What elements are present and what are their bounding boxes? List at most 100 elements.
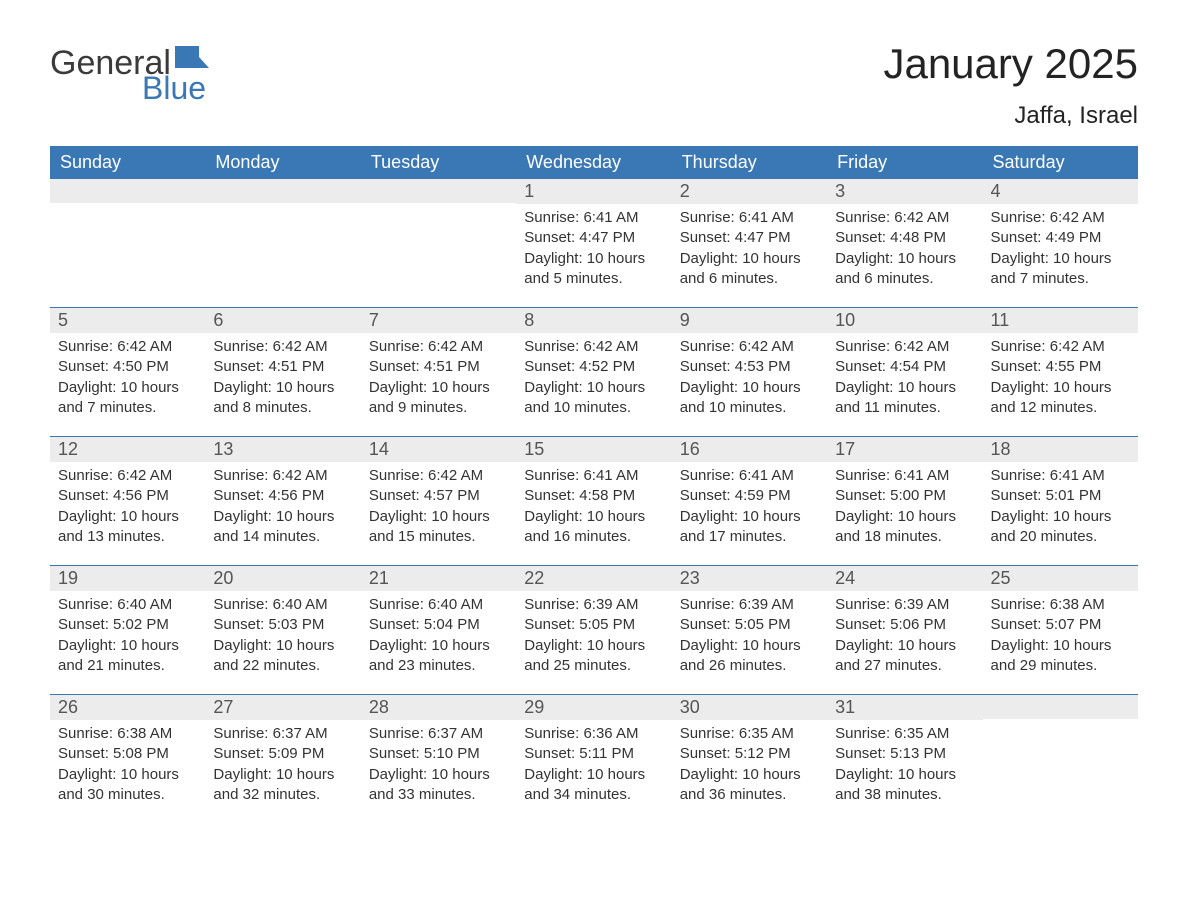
- calendar-week: 5Sunrise: 6:42 AMSunset: 4:50 PMDaylight…: [50, 307, 1138, 436]
- day-number: 23: [672, 566, 827, 591]
- calendar-cell: 11Sunrise: 6:42 AMSunset: 4:55 PMDayligh…: [983, 308, 1138, 436]
- daylight-text: Daylight: 10 hours and 7 minutes.: [991, 249, 1130, 290]
- day-number: [361, 179, 516, 203]
- sunset-text: Sunset: 4:50 PM: [58, 357, 197, 377]
- daylight-text: Daylight: 10 hours and 13 minutes.: [58, 507, 197, 548]
- daylight-text: Daylight: 10 hours and 26 minutes.: [680, 636, 819, 677]
- sunrise-text: Sunrise: 6:37 AM: [213, 724, 352, 744]
- daylight-text: Daylight: 10 hours and 12 minutes.: [991, 378, 1130, 419]
- daylight-text: Daylight: 10 hours and 8 minutes.: [213, 378, 352, 419]
- day-data: Sunrise: 6:41 AMSunset: 4:47 PMDaylight:…: [516, 204, 671, 301]
- day-number: 31: [827, 695, 982, 720]
- daylight-text: Daylight: 10 hours and 21 minutes.: [58, 636, 197, 677]
- sunrise-text: Sunrise: 6:35 AM: [680, 724, 819, 744]
- sunset-text: Sunset: 4:49 PM: [991, 228, 1130, 248]
- calendar-cell: 29Sunrise: 6:36 AMSunset: 5:11 PMDayligh…: [516, 695, 671, 823]
- sunrise-text: Sunrise: 6:40 AM: [58, 595, 197, 615]
- month-title: January 2025: [883, 40, 1138, 88]
- calendar-cell: [50, 179, 205, 307]
- daylight-text: Daylight: 10 hours and 15 minutes.: [369, 507, 508, 548]
- day-data: Sunrise: 6:37 AMSunset: 5:09 PMDaylight:…: [205, 720, 360, 817]
- daylight-text: Daylight: 10 hours and 29 minutes.: [991, 636, 1130, 677]
- sunset-text: Sunset: 5:07 PM: [991, 615, 1130, 635]
- calendar-week: 19Sunrise: 6:40 AMSunset: 5:02 PMDayligh…: [50, 565, 1138, 694]
- calendar-cell: 4Sunrise: 6:42 AMSunset: 4:49 PMDaylight…: [983, 179, 1138, 307]
- day-number: 11: [983, 308, 1138, 333]
- day-data: Sunrise: 6:35 AMSunset: 5:13 PMDaylight:…: [827, 720, 982, 817]
- daylight-text: Daylight: 10 hours and 7 minutes.: [58, 378, 197, 419]
- weekday-header: Tuesday: [361, 146, 516, 179]
- calendar-cell: 18Sunrise: 6:41 AMSunset: 5:01 PMDayligh…: [983, 437, 1138, 565]
- day-number: 20: [205, 566, 360, 591]
- calendar-cell: 23Sunrise: 6:39 AMSunset: 5:05 PMDayligh…: [672, 566, 827, 694]
- day-number: 25: [983, 566, 1138, 591]
- daylight-text: Daylight: 10 hours and 16 minutes.: [524, 507, 663, 548]
- location-subtitle: Jaffa, Israel: [883, 102, 1138, 130]
- weekday-header: Wednesday: [516, 146, 671, 179]
- day-number: 22: [516, 566, 671, 591]
- daylight-text: Daylight: 10 hours and 38 minutes.: [835, 765, 974, 806]
- calendar-cell: 10Sunrise: 6:42 AMSunset: 4:54 PMDayligh…: [827, 308, 982, 436]
- sunset-text: Sunset: 4:58 PM: [524, 486, 663, 506]
- daylight-text: Daylight: 10 hours and 27 minutes.: [835, 636, 974, 677]
- sunset-text: Sunset: 4:51 PM: [213, 357, 352, 377]
- sunset-text: Sunset: 5:13 PM: [835, 744, 974, 764]
- daylight-text: Daylight: 10 hours and 6 minutes.: [835, 249, 974, 290]
- sunset-text: Sunset: 4:57 PM: [369, 486, 508, 506]
- calendar-cell: 24Sunrise: 6:39 AMSunset: 5:06 PMDayligh…: [827, 566, 982, 694]
- day-number: 21: [361, 566, 516, 591]
- sunrise-text: Sunrise: 6:38 AM: [58, 724, 197, 744]
- sunrise-text: Sunrise: 6:42 AM: [835, 208, 974, 228]
- sunrise-text: Sunrise: 6:42 AM: [524, 337, 663, 357]
- day-number: 3: [827, 179, 982, 204]
- day-number: 8: [516, 308, 671, 333]
- logo-text-blue: Blue: [142, 72, 206, 104]
- sunset-text: Sunset: 4:53 PM: [680, 357, 819, 377]
- calendar-cell: 7Sunrise: 6:42 AMSunset: 4:51 PMDaylight…: [361, 308, 516, 436]
- calendar-week: 12Sunrise: 6:42 AMSunset: 4:56 PMDayligh…: [50, 436, 1138, 565]
- daylight-text: Daylight: 10 hours and 33 minutes.: [369, 765, 508, 806]
- calendar-cell: 17Sunrise: 6:41 AMSunset: 5:00 PMDayligh…: [827, 437, 982, 565]
- sunrise-text: Sunrise: 6:39 AM: [680, 595, 819, 615]
- sunset-text: Sunset: 5:09 PM: [213, 744, 352, 764]
- day-number: 24: [827, 566, 982, 591]
- day-data: Sunrise: 6:42 AMSunset: 4:56 PMDaylight:…: [205, 462, 360, 559]
- daylight-text: Daylight: 10 hours and 36 minutes.: [680, 765, 819, 806]
- sunset-text: Sunset: 5:00 PM: [835, 486, 974, 506]
- logo: General Blue: [50, 40, 209, 104]
- day-data: Sunrise: 6:39 AMSunset: 5:05 PMDaylight:…: [516, 591, 671, 688]
- day-number: 17: [827, 437, 982, 462]
- sunset-text: Sunset: 4:56 PM: [58, 486, 197, 506]
- flag-icon: [175, 40, 209, 74]
- daylight-text: Daylight: 10 hours and 11 minutes.: [835, 378, 974, 419]
- daylight-text: Daylight: 10 hours and 14 minutes.: [213, 507, 352, 548]
- day-data: Sunrise: 6:38 AMSunset: 5:07 PMDaylight:…: [983, 591, 1138, 688]
- calendar-cell: 27Sunrise: 6:37 AMSunset: 5:09 PMDayligh…: [205, 695, 360, 823]
- daylight-text: Daylight: 10 hours and 34 minutes.: [524, 765, 663, 806]
- weekday-header: Friday: [827, 146, 982, 179]
- day-data: Sunrise: 6:40 AMSunset: 5:04 PMDaylight:…: [361, 591, 516, 688]
- day-data: Sunrise: 6:42 AMSunset: 4:55 PMDaylight:…: [983, 333, 1138, 430]
- sunrise-text: Sunrise: 6:42 AM: [991, 208, 1130, 228]
- day-number: 14: [361, 437, 516, 462]
- day-number: 12: [50, 437, 205, 462]
- sunrise-text: Sunrise: 6:42 AM: [58, 337, 197, 357]
- calendar-cell: 21Sunrise: 6:40 AMSunset: 5:04 PMDayligh…: [361, 566, 516, 694]
- day-data: Sunrise: 6:42 AMSunset: 4:54 PMDaylight:…: [827, 333, 982, 430]
- daylight-text: Daylight: 10 hours and 10 minutes.: [524, 378, 663, 419]
- day-data: Sunrise: 6:42 AMSunset: 4:52 PMDaylight:…: [516, 333, 671, 430]
- daylight-text: Daylight: 10 hours and 22 minutes.: [213, 636, 352, 677]
- sunrise-text: Sunrise: 6:42 AM: [213, 337, 352, 357]
- sunset-text: Sunset: 4:54 PM: [835, 357, 974, 377]
- day-number: 26: [50, 695, 205, 720]
- sunrise-text: Sunrise: 6:42 AM: [369, 337, 508, 357]
- day-number: 9: [672, 308, 827, 333]
- daylight-text: Daylight: 10 hours and 5 minutes.: [524, 249, 663, 290]
- calendar-cell: 2Sunrise: 6:41 AMSunset: 4:47 PMDaylight…: [672, 179, 827, 307]
- day-number: 15: [516, 437, 671, 462]
- sunset-text: Sunset: 5:02 PM: [58, 615, 197, 635]
- sunrise-text: Sunrise: 6:41 AM: [835, 466, 974, 486]
- sunrise-text: Sunrise: 6:39 AM: [835, 595, 974, 615]
- calendar-cell: 14Sunrise: 6:42 AMSunset: 4:57 PMDayligh…: [361, 437, 516, 565]
- day-data: Sunrise: 6:41 AMSunset: 4:59 PMDaylight:…: [672, 462, 827, 559]
